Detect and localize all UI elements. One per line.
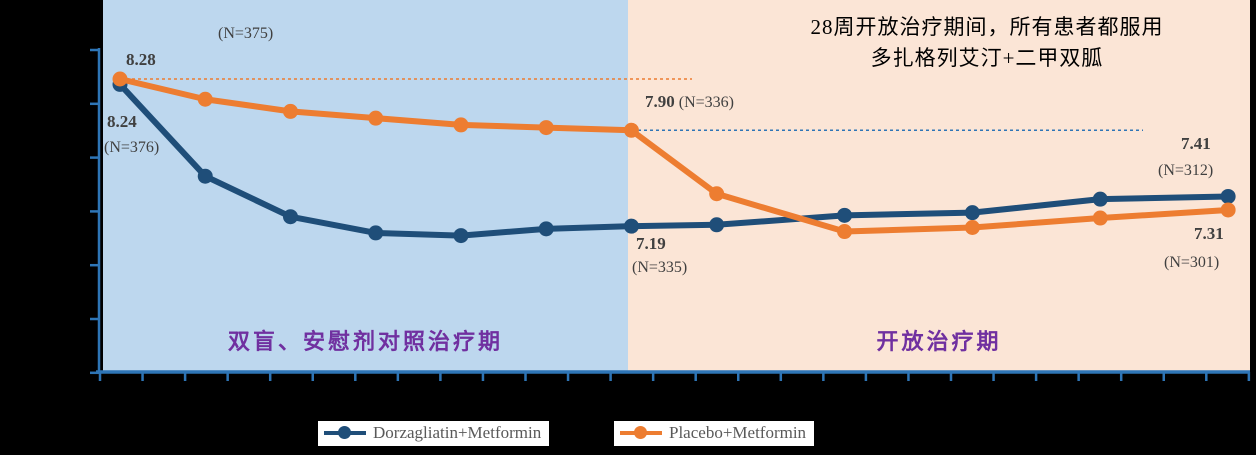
- label-8-24: 8.24: [107, 112, 137, 131]
- double-blind-period-label: 双盲、安慰剂对照治疗期: [227, 329, 503, 354]
- open-treatment-note: 28周开放治疗期间，所有患者都服用 多扎格列艾汀+二甲双胍: [756, 12, 1218, 74]
- legend-item-dorzagliatin: Dorzagliatin+Metformin: [318, 421, 550, 446]
- legend-item-placebo: Placebo+Metformin: [614, 421, 815, 446]
- legend-label-dorzagliatin: Dorzagliatin+Metformin: [373, 423, 542, 442]
- legend-label-placebo: Placebo+Metformin: [669, 423, 807, 442]
- dorzagliatin-line-marker-icon: [324, 426, 366, 440]
- label-n375: (N=375): [218, 25, 274, 42]
- label-7-41: 7.41: [1181, 134, 1211, 153]
- label-7-90-group: 7.90 (N=336): [645, 92, 734, 112]
- label-n312: (N=312): [1158, 162, 1214, 179]
- label-7-31: 7.31: [1194, 224, 1224, 243]
- label-8-28: 8.28: [126, 50, 156, 69]
- open-treatment-note-line1: 28周开放治疗期间，所有患者都服用: [810, 15, 1164, 39]
- open-period-label: 开放治疗期: [876, 329, 1002, 354]
- label-7-19: 7.19: [636, 234, 666, 253]
- label-7-90: 7.90: [645, 92, 675, 111]
- open-label-period-region: [628, 0, 1250, 371]
- placebo-line-marker-icon: [620, 426, 662, 440]
- label-n336: (N=336): [678, 94, 734, 111]
- label-n376: (N=376): [104, 139, 160, 156]
- label-n301: (N=301): [1164, 254, 1220, 271]
- open-treatment-note-line2: 多扎格列艾汀+二甲双胍: [870, 46, 1104, 70]
- label-n335: (N=335): [632, 259, 688, 276]
- double-blind-period-region: [103, 0, 628, 371]
